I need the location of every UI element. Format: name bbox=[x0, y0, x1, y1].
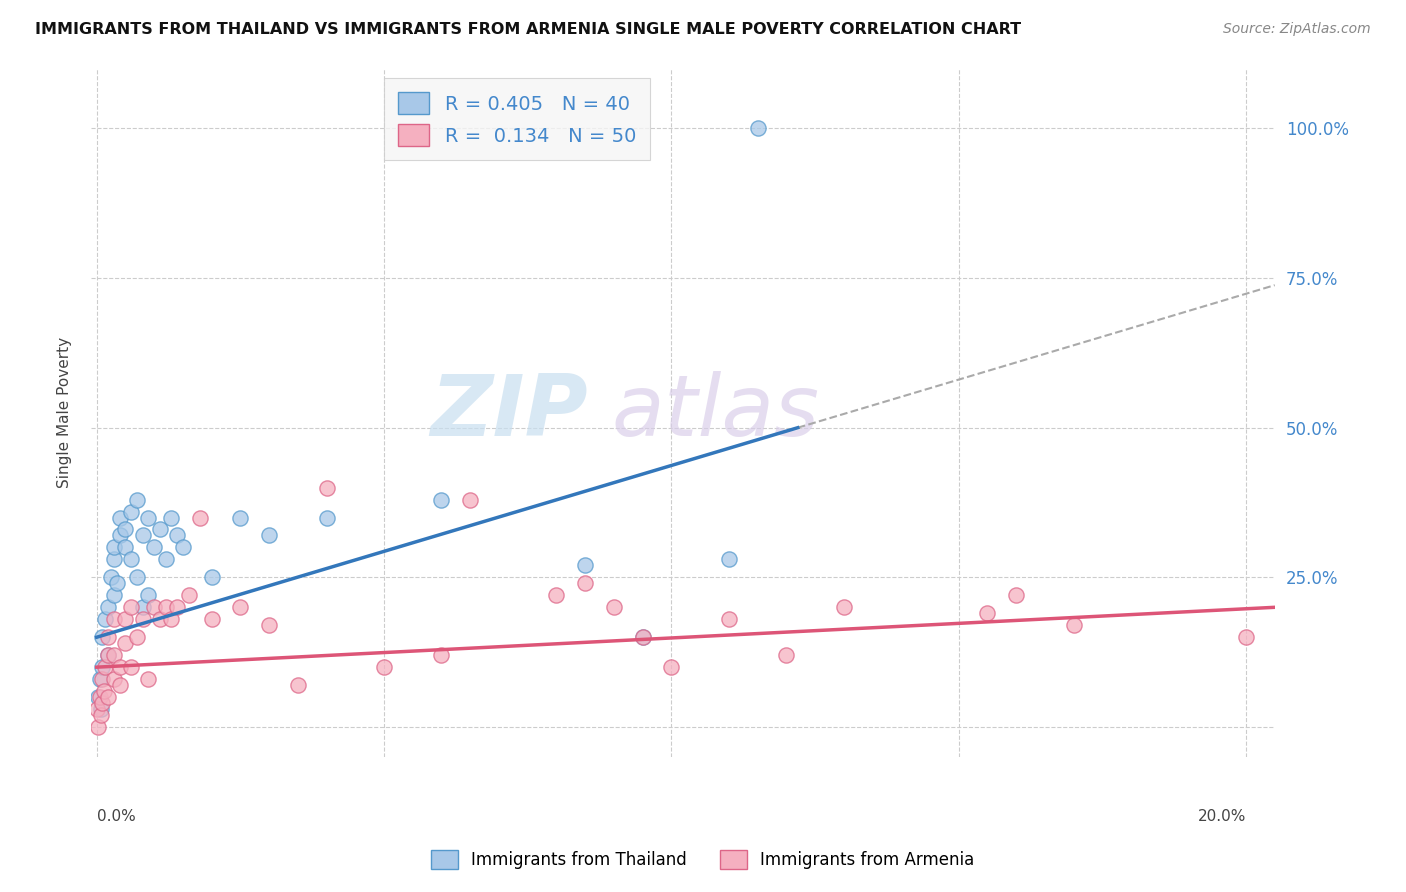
Point bbox=[108, 660, 131, 674]
Point bbox=[97, 648, 120, 663]
Point bbox=[90, 708, 112, 723]
Text: ZIP: ZIP bbox=[430, 371, 588, 454]
Point bbox=[97, 648, 120, 663]
Point bbox=[100, 570, 122, 584]
Point bbox=[1234, 630, 1257, 644]
Point bbox=[138, 588, 160, 602]
Point bbox=[315, 510, 337, 524]
Point bbox=[125, 492, 148, 507]
Point bbox=[108, 528, 131, 542]
Point bbox=[114, 541, 136, 555]
Point bbox=[458, 492, 481, 507]
Point bbox=[1063, 618, 1085, 632]
Point bbox=[257, 618, 280, 632]
Point bbox=[91, 696, 114, 710]
Point bbox=[172, 541, 194, 555]
Point bbox=[103, 552, 125, 566]
Y-axis label: Single Male Poverty: Single Male Poverty bbox=[58, 337, 72, 488]
Point bbox=[717, 552, 740, 566]
Point bbox=[105, 576, 128, 591]
Point bbox=[747, 121, 769, 136]
Point bbox=[91, 660, 114, 674]
Point bbox=[155, 552, 177, 566]
Point bbox=[97, 600, 120, 615]
Point bbox=[131, 612, 153, 626]
Point bbox=[114, 636, 136, 650]
Legend: Immigrants from Thailand, Immigrants from Armenia: Immigrants from Thailand, Immigrants fro… bbox=[422, 840, 984, 880]
Text: atlas: atlas bbox=[612, 371, 820, 454]
Point bbox=[103, 541, 125, 555]
Point bbox=[160, 510, 183, 524]
Point bbox=[201, 570, 224, 584]
Point bbox=[149, 612, 172, 626]
Point bbox=[103, 672, 125, 686]
Point bbox=[93, 684, 115, 698]
Point bbox=[120, 552, 142, 566]
Point bbox=[631, 630, 654, 644]
Point bbox=[201, 612, 224, 626]
Point bbox=[546, 588, 568, 602]
Point bbox=[138, 510, 160, 524]
Point bbox=[430, 648, 453, 663]
Point bbox=[94, 660, 117, 674]
Point bbox=[155, 600, 177, 615]
Point bbox=[659, 660, 682, 674]
Point bbox=[120, 504, 142, 518]
Point bbox=[103, 588, 125, 602]
Point bbox=[574, 558, 596, 573]
Point bbox=[160, 612, 183, 626]
Legend: R = 0.405   N = 40, R =  0.134   N = 50: R = 0.405 N = 40, R = 0.134 N = 50 bbox=[384, 78, 650, 160]
Point bbox=[287, 678, 309, 692]
Point bbox=[91, 672, 114, 686]
Point bbox=[166, 600, 188, 615]
Text: IMMIGRANTS FROM THAILAND VS IMMIGRANTS FROM ARMENIA SINGLE MALE POVERTY CORRELAT: IMMIGRANTS FROM THAILAND VS IMMIGRANTS F… bbox=[35, 22, 1021, 37]
Point bbox=[87, 690, 110, 705]
Point bbox=[603, 600, 626, 615]
Point bbox=[125, 630, 148, 644]
Point bbox=[257, 528, 280, 542]
Point bbox=[976, 607, 998, 621]
Point bbox=[188, 510, 211, 524]
Point bbox=[229, 510, 252, 524]
Point bbox=[103, 648, 125, 663]
Point bbox=[229, 600, 252, 615]
Point bbox=[114, 523, 136, 537]
Text: 20.0%: 20.0% bbox=[1198, 809, 1246, 823]
Point bbox=[775, 648, 797, 663]
Text: 0.0%: 0.0% bbox=[97, 809, 135, 823]
Point bbox=[832, 600, 855, 615]
Point bbox=[108, 510, 131, 524]
Point bbox=[108, 678, 131, 692]
Point bbox=[120, 660, 142, 674]
Point bbox=[1005, 588, 1028, 602]
Point bbox=[120, 600, 142, 615]
Point bbox=[91, 630, 114, 644]
Point bbox=[166, 528, 188, 542]
Point bbox=[315, 481, 337, 495]
Point bbox=[177, 588, 200, 602]
Point bbox=[631, 630, 654, 644]
Text: Source: ZipAtlas.com: Source: ZipAtlas.com bbox=[1223, 22, 1371, 37]
Point bbox=[86, 702, 108, 716]
Point bbox=[574, 576, 596, 591]
Point bbox=[114, 612, 136, 626]
Point bbox=[125, 570, 148, 584]
Point bbox=[97, 630, 120, 644]
Point bbox=[87, 720, 110, 734]
Point bbox=[149, 523, 172, 537]
Point bbox=[430, 492, 453, 507]
Point bbox=[373, 660, 395, 674]
Point bbox=[717, 612, 740, 626]
Point bbox=[90, 702, 112, 716]
Point bbox=[131, 528, 153, 542]
Point bbox=[94, 612, 117, 626]
Point bbox=[97, 690, 120, 705]
Point bbox=[131, 600, 153, 615]
Point bbox=[89, 690, 111, 705]
Point bbox=[103, 612, 125, 626]
Point bbox=[138, 672, 160, 686]
Point bbox=[143, 541, 166, 555]
Point bbox=[143, 600, 166, 615]
Point bbox=[89, 672, 111, 686]
